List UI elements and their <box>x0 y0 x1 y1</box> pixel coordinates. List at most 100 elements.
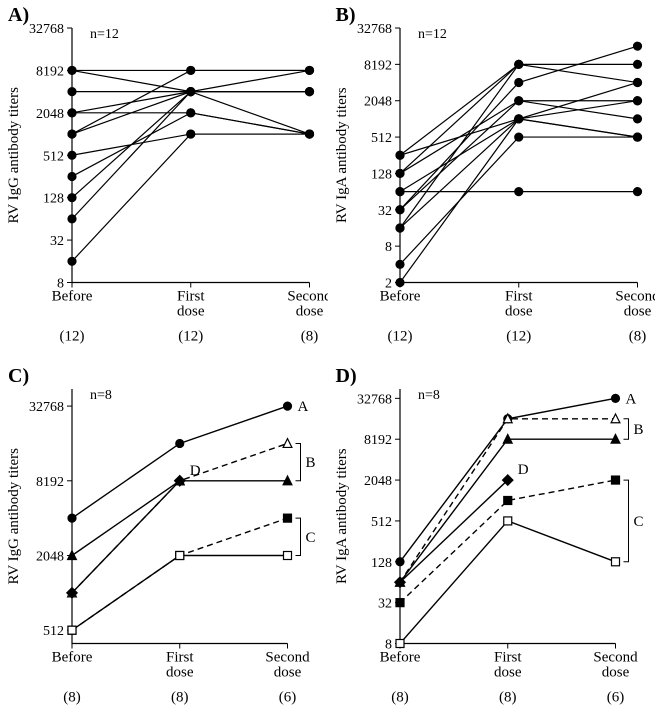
x-category-label: Second <box>287 289 327 305</box>
data-marker <box>306 88 314 96</box>
series-annotation: D <box>190 462 201 478</box>
data-marker <box>396 557 404 565</box>
y-tick-label: 32 <box>378 596 392 611</box>
x-paren-label: (6) <box>279 689 297 705</box>
x-paren-label: (6) <box>606 689 624 705</box>
x-category-label: Second <box>615 289 655 305</box>
series-line <box>72 70 310 134</box>
y-tick-label: 32768 <box>29 22 64 37</box>
panel-label: A) <box>8 4 29 27</box>
data-marker <box>633 60 641 68</box>
y-tick-label: 512 <box>43 624 64 639</box>
x-paren-label: (12) <box>506 329 531 345</box>
x-category-label: dose <box>274 664 302 680</box>
x-category-label: Second <box>593 649 638 665</box>
data-marker <box>611 476 619 484</box>
series-line <box>400 480 508 582</box>
n-label: n=8 <box>418 388 440 403</box>
x-paren-label: (8) <box>499 689 517 705</box>
x-paren-label: (12) <box>387 329 412 345</box>
series-line <box>400 83 638 283</box>
series-line <box>72 406 288 518</box>
panel-B: B)28321285122048819232768Before(12)First… <box>328 0 655 361</box>
y-axis-title: RV IgA antibody titers <box>334 87 350 223</box>
data-marker <box>633 97 641 105</box>
y-tick-label: 128 <box>43 192 64 207</box>
series-line <box>72 480 288 555</box>
series-line <box>72 134 310 261</box>
panel-label: B) <box>336 4 356 27</box>
panel-label: D) <box>336 365 357 388</box>
data-marker <box>176 439 184 447</box>
series-line <box>400 439 616 582</box>
x-category-label: Before <box>52 289 93 305</box>
data-marker <box>284 402 292 410</box>
y-axis-title: RV IgG antibody titers <box>6 447 22 584</box>
data-marker <box>396 279 404 287</box>
series-line <box>72 70 191 91</box>
x-category-label: First <box>504 289 532 305</box>
y-tick-label: 8 <box>385 240 392 255</box>
series-line <box>400 137 638 264</box>
data-marker <box>68 130 76 138</box>
x-category-label: Second <box>265 649 310 665</box>
y-tick-label: 32768 <box>357 22 392 37</box>
data-marker <box>68 194 76 202</box>
x-category-label: dose <box>296 304 324 320</box>
y-tick-label: 2048 <box>36 107 64 122</box>
x-category-label: Before <box>379 289 420 305</box>
y-tick-label: 128 <box>371 167 392 182</box>
data-marker <box>611 557 619 565</box>
x-paren-label: (8) <box>391 689 409 705</box>
data-marker <box>503 516 511 524</box>
data-marker <box>283 438 292 447</box>
series-line <box>72 480 180 592</box>
x-category-label: dose <box>494 664 522 680</box>
data-marker <box>514 79 522 87</box>
chart-svg: 8321285122048819232768Before(12)Firstdos… <box>0 0 328 361</box>
data-marker <box>396 169 404 177</box>
data-marker <box>68 257 76 265</box>
n-label: n=12 <box>90 27 119 42</box>
data-marker <box>633 188 641 196</box>
data-marker <box>514 60 522 68</box>
x-category-label: Before <box>52 649 93 665</box>
x-category-label: dose <box>623 304 651 320</box>
data-marker <box>396 639 404 647</box>
x-category-label: First <box>493 649 521 665</box>
series-annotation: C <box>633 513 643 529</box>
data-marker <box>68 215 76 223</box>
y-tick-label: 8192 <box>364 58 392 73</box>
panel-label: C) <box>8 365 29 388</box>
data-marker <box>187 109 195 117</box>
x-paren-label: (12) <box>60 329 85 345</box>
x-paren-label: (12) <box>178 329 203 345</box>
data-marker <box>68 66 76 74</box>
data-marker <box>68 109 76 117</box>
data-marker <box>514 115 522 123</box>
x-category-label: dose <box>601 664 629 680</box>
y-tick-label: 2048 <box>364 474 392 489</box>
x-paren-label: (8) <box>628 329 646 345</box>
series-annotation: C <box>306 529 316 545</box>
data-marker <box>396 598 404 606</box>
x-paren-label: (8) <box>171 689 189 705</box>
y-axis-title: RV IgG antibody titers <box>6 87 22 224</box>
series-line <box>72 92 310 198</box>
data-marker <box>514 188 522 196</box>
series-line <box>72 113 310 177</box>
data-marker <box>68 626 76 634</box>
chart-svg: 8321285122048819232768Before(8)Firstdose… <box>328 361 655 721</box>
data-marker <box>176 551 184 559</box>
series-annotation: A <box>298 399 309 415</box>
data-marker <box>633 115 641 123</box>
data-marker <box>187 130 195 138</box>
x-category-label: First <box>166 649 194 665</box>
data-marker <box>68 172 76 180</box>
data-marker <box>396 224 404 232</box>
data-marker <box>306 66 314 74</box>
data-marker <box>633 79 641 87</box>
x-category-label: dose <box>505 304 533 320</box>
y-axis-title: RV IgA antibody titers <box>334 448 350 584</box>
data-marker <box>187 88 195 96</box>
